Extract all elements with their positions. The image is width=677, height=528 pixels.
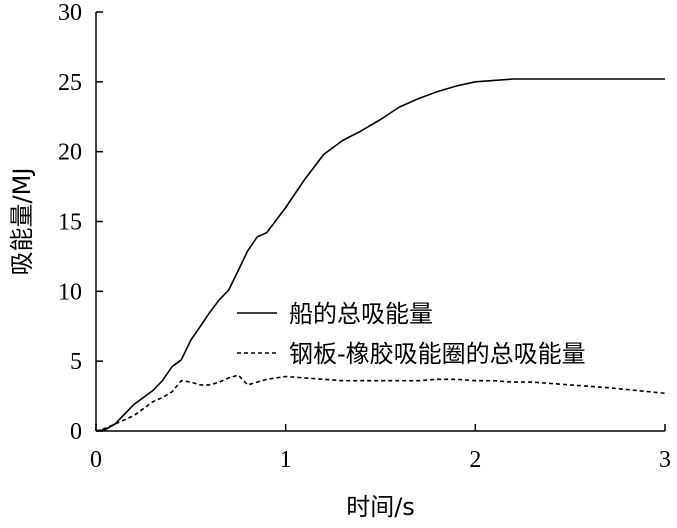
x-axis-label: 时间/s bbox=[346, 493, 415, 521]
legend-label: 钢板-橡胶吸能圈的总吸能量 bbox=[289, 340, 586, 368]
y-tick-label: 25 bbox=[58, 70, 82, 96]
y-tick-label: 5 bbox=[70, 349, 82, 375]
y-tick-label: 30 bbox=[58, 0, 82, 26]
y-tick-label: 15 bbox=[58, 210, 82, 236]
x-tick-label: 0 bbox=[90, 447, 102, 473]
y-tick-label: 20 bbox=[58, 140, 82, 166]
x-tick-label: 3 bbox=[659, 447, 671, 473]
x-tick-label: 1 bbox=[280, 447, 292, 473]
y-tick-label: 0 bbox=[70, 419, 82, 445]
legend-label: 船的总吸能量 bbox=[289, 300, 433, 328]
ticks-layer: 0 5 10 15 20 25 30 0 1 2 3 bbox=[58, 0, 671, 473]
series-line-solid bbox=[95, 78, 665, 432]
series-layer bbox=[95, 78, 666, 432]
x-tick-label: 2 bbox=[469, 447, 481, 473]
axes-layer bbox=[95, 12, 665, 432]
y-tick-label: 10 bbox=[58, 279, 82, 305]
series-line-dashed bbox=[95, 374, 666, 432]
y-axis-label: 吸能量/MJ bbox=[8, 168, 36, 276]
